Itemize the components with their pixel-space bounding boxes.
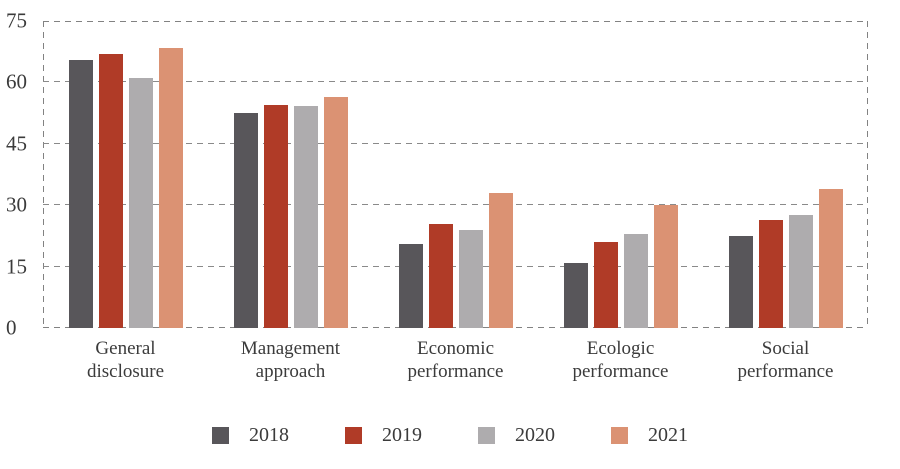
category-label: Social performance — [737, 338, 834, 382]
bar-2019 — [758, 219, 783, 328]
legend-item: 2018 — [212, 424, 289, 447]
legend: 2018 2019 2020 2021 — [0, 424, 900, 447]
plot-border-bottom — [43, 327, 868, 328]
legend-label: 2018 — [249, 424, 289, 446]
x-axis-labels: General disclosure Management approach Eco… — [43, 337, 868, 383]
category-label: Management approach — [240, 338, 341, 382]
legend-label: 2021 — [648, 424, 688, 446]
bar-2020 — [128, 78, 153, 328]
category-label: Economic performance — [407, 338, 504, 382]
legend-label: 2020 — [515, 424, 555, 446]
category-label: Ecologic performance — [572, 338, 669, 382]
bar-2019 — [428, 223, 453, 328]
legend-item: 2020 — [478, 424, 555, 447]
plot-border-right — [867, 21, 868, 328]
y-tick-label: 45 — [6, 131, 27, 156]
bar-2018 — [233, 113, 258, 328]
gridline — [43, 265, 868, 267]
bar-group — [373, 21, 538, 328]
y-tick-label: 75 — [6, 8, 27, 33]
bar-group — [538, 21, 703, 328]
legend-swatch — [611, 427, 628, 444]
plot-border-top — [43, 21, 868, 22]
bar-2019 — [98, 53, 123, 328]
bar-2021 — [323, 96, 348, 328]
bar-2018 — [398, 244, 423, 328]
bar-group — [703, 21, 868, 328]
legend-swatch — [345, 427, 362, 444]
bar-2021 — [158, 47, 183, 328]
gridline — [43, 81, 868, 83]
bar-2020 — [788, 215, 813, 328]
y-tick-label: 30 — [6, 192, 27, 217]
bar-2021 — [488, 192, 513, 328]
legend-item: 2021 — [611, 424, 688, 447]
gridline — [43, 142, 868, 144]
bar-group — [208, 21, 373, 328]
bar-2018 — [68, 59, 93, 328]
gridline — [43, 204, 868, 206]
bar-2019 — [263, 104, 288, 328]
legend-swatch — [212, 427, 229, 444]
y-tick-label: 60 — [6, 69, 27, 94]
y-tick-label: 15 — [6, 254, 27, 279]
bar-groups — [43, 21, 868, 328]
plot-border-left — [43, 21, 44, 328]
bar-2021 — [818, 188, 843, 328]
bar-2020 — [458, 229, 483, 328]
legend-label: 2019 — [382, 424, 422, 446]
bar-2021 — [653, 205, 678, 328]
category-label: General disclosure — [86, 338, 165, 382]
legend-item: 2019 — [345, 424, 422, 447]
bar-2018 — [728, 235, 753, 328]
bar-2019 — [593, 242, 618, 328]
y-axis: 0 15 30 45 60 75 — [6, 10, 40, 338]
bar-group — [43, 21, 208, 328]
legend-swatch — [478, 427, 495, 444]
bar-2018 — [563, 262, 588, 328]
y-tick-label: 0 — [6, 315, 17, 340]
plot-area — [43, 21, 868, 328]
bar-2020 — [293, 105, 318, 328]
bar-2020 — [623, 233, 648, 328]
